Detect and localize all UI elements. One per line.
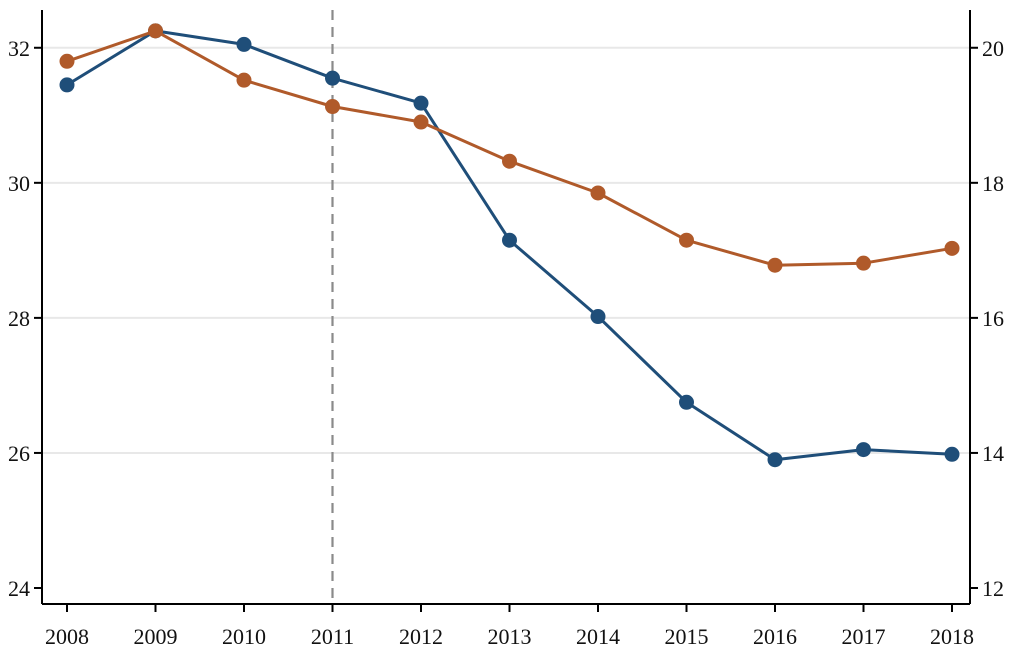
gridlines xyxy=(42,46,970,454)
x-tick-label-2015: 2015 xyxy=(665,624,709,649)
y-right-tick-label-12: 12 xyxy=(982,576,1004,601)
series-1-point-2010 xyxy=(236,72,252,88)
x-tick-label-2017: 2017 xyxy=(842,624,886,649)
series-0-point-2013 xyxy=(502,232,517,248)
series-0-point-2016 xyxy=(767,452,783,468)
x-tick-label-2010: 2010 xyxy=(222,624,266,649)
series-1-point-2008 xyxy=(59,53,75,69)
series-0-point-2014 xyxy=(590,309,606,325)
y-left-tick-label-26: 26 xyxy=(8,441,30,466)
series-1-right xyxy=(59,23,960,273)
series-0-point-2008 xyxy=(59,77,75,93)
y-right-tick-label-20: 20 xyxy=(982,36,1004,61)
tick-labels: 24 26 28 30 32 12 14 16 18 20 2008 2009 2010 2011 2012… xyxy=(8,36,1004,649)
x-tick-label-2014: 2014 xyxy=(576,624,620,649)
series-1-point-2011 xyxy=(325,99,340,115)
x-tick-label-2012: 2012 xyxy=(399,624,443,649)
y-right-tick-label-14: 14 xyxy=(982,441,1004,466)
series-0-point-2010 xyxy=(236,36,252,52)
series-1-point-2017 xyxy=(856,255,871,271)
x-tick-label-2008: 2008 xyxy=(45,624,89,649)
series-1-point-2015 xyxy=(679,232,694,248)
series-1-point-2018 xyxy=(944,240,960,256)
series-1-point-2009 xyxy=(148,23,163,39)
y-left-tick-label-30: 30 xyxy=(8,171,30,196)
x-tick-label-2011: 2011 xyxy=(311,624,354,649)
series-0-point-2015 xyxy=(679,394,694,410)
series-0-point-2011 xyxy=(325,70,340,86)
y-right-tick-label-18: 18 xyxy=(982,171,1004,196)
y-left-tick-label-32: 32 xyxy=(8,36,30,61)
x-tick-label-2018: 2018 xyxy=(930,624,974,649)
series-1-point-2013 xyxy=(502,153,517,169)
series-0-left xyxy=(59,23,960,468)
x-tick-label-2013: 2013 xyxy=(488,624,532,649)
series-0-point-2017 xyxy=(856,442,871,458)
axes xyxy=(34,10,978,612)
series-1-point-2012 xyxy=(413,114,429,130)
x-tick-label-2009: 2009 xyxy=(134,624,178,649)
series-group xyxy=(59,23,960,468)
y-right-tick-label-16: 16 xyxy=(982,306,1004,331)
series-1-point-2016 xyxy=(767,257,783,273)
series-0-point-2018 xyxy=(944,446,960,462)
y-left-tick-label-24: 24 xyxy=(8,576,30,601)
x-tick-label-2016: 2016 xyxy=(753,624,797,649)
series-1-line xyxy=(66,29,953,267)
y-left-tick-label-28: 28 xyxy=(8,306,30,331)
series-1-point-2014 xyxy=(590,185,606,201)
series-0-point-2012 xyxy=(413,95,429,111)
